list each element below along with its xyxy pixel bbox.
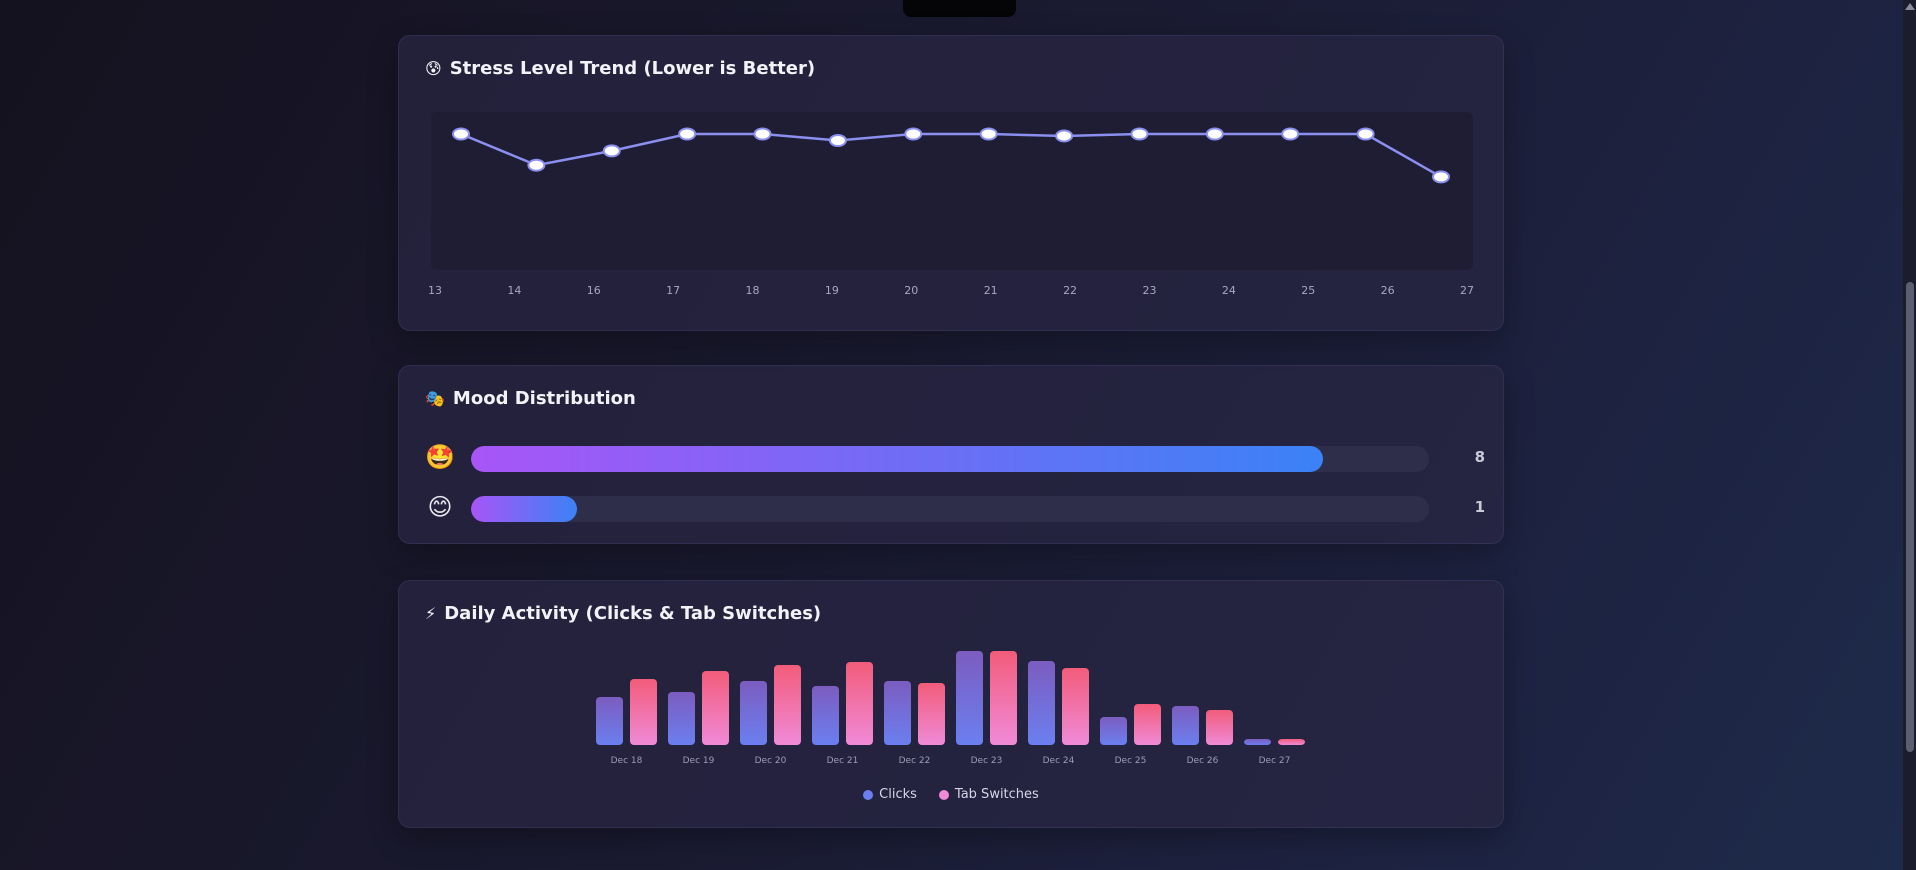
- stress-line-chart: 13 14 16 17 18 19 20 21 22 23 24 25 26 27: [428, 112, 1474, 297]
- stress-point[interactable]: [452, 127, 470, 141]
- stress-x-tick-label: 22: [1063, 284, 1077, 297]
- theater-masks-icon: 🎭: [425, 389, 445, 408]
- activity-bar-clicks[interactable]: [1100, 717, 1127, 745]
- mood-count: 1: [1474, 498, 1485, 516]
- stress-point[interactable]: [678, 127, 697, 141]
- stress-x-tick-label: 18: [746, 284, 760, 297]
- legend-label-tab-switches: Tab Switches: [954, 787, 1039, 802]
- stress-point[interactable]: [1281, 127, 1300, 141]
- stress-x-tick-label: 17: [666, 284, 680, 297]
- stress-point[interactable]: [753, 127, 772, 141]
- activity-bar-clicks[interactable]: [1028, 661, 1055, 745]
- stress-x-tick-label: 23: [1142, 284, 1156, 297]
- activity-bar-tab-switches[interactable]: [1206, 710, 1233, 745]
- mood-bar-track: [471, 496, 1429, 522]
- activity-x-tick-label: Dec 22: [899, 756, 931, 766]
- stress-point[interactable]: [979, 127, 998, 141]
- activity-bar-clicks[interactable]: [596, 697, 623, 745]
- mood-row-star-struck: 🤩 8: [425, 440, 1485, 474]
- stress-card-title: 😰 Stress Level Trend (Lower is Better): [425, 58, 815, 79]
- legend-dot-tab-switches: [938, 789, 949, 800]
- mood-card-title: 🎭 Mood Distribution: [425, 388, 636, 409]
- activity-x-tick-label: Dec 21: [827, 756, 859, 766]
- stress-x-tick-label: 20: [904, 284, 918, 297]
- activity-bar-tab-switches[interactable]: [1278, 739, 1305, 745]
- mood-count: 8: [1474, 448, 1485, 466]
- activity-x-tick-label: Dec 23: [971, 756, 1003, 766]
- activity-bar-clicks[interactable]: [956, 651, 983, 745]
- activity-bar-clicks[interactable]: [740, 681, 767, 745]
- stress-x-tick-label: 26: [1381, 284, 1395, 297]
- activity-bar-clicks[interactable]: [1172, 706, 1199, 745]
- activity-bar-tab-switches[interactable]: [774, 665, 801, 745]
- stress-line: [460, 132, 1442, 178]
- scroll-up-arrow-icon[interactable]: [1905, 3, 1915, 10]
- stress-point[interactable]: [527, 158, 546, 172]
- mood-bar-fill: [471, 446, 1323, 472]
- activity-card-title-text: Daily Activity (Clicks & Tab Switches): [444, 603, 822, 624]
- scrollbar-thumb[interactable]: [1906, 282, 1914, 752]
- activity-x-tick-label: Dec 25: [1115, 756, 1147, 766]
- activity-bar-tab-switches[interactable]: [846, 662, 873, 745]
- stress-x-tick-label: 24: [1222, 284, 1236, 297]
- activity-x-tick-label: Dec 24: [1043, 756, 1075, 766]
- stress-x-tick-label: 14: [507, 284, 521, 297]
- page-scrollbar[interactable]: [1903, 0, 1916, 870]
- legend-item-clicks[interactable]: Clicks: [863, 787, 917, 802]
- stress-point[interactable]: [1432, 170, 1450, 184]
- activity-bar-clicks[interactable]: [1244, 739, 1271, 745]
- activity-bar-tab-switches[interactable]: [918, 683, 945, 745]
- stress-x-tick-label: 27: [1460, 284, 1474, 297]
- activity-x-tick-label: Dec 18: [611, 756, 643, 766]
- stress-point[interactable]: [828, 134, 847, 147]
- star-struck-face-icon: 🤩: [425, 443, 455, 471]
- activity-x-tick-label: Dec 20: [755, 756, 787, 766]
- activity-x-tick-label: Dec 19: [683, 756, 715, 766]
- activity-legend: Clicks Tab Switches: [399, 787, 1503, 802]
- activity-bar-clicks[interactable]: [668, 692, 695, 745]
- mood-distribution-card: 🎭 Mood Distribution 🤩 8 😊 1: [398, 365, 1504, 544]
- activity-bar-chart: Dec 18 Dec 19 Dec 20 Dec 21 Dec 22 Dec 23 Dec …: [596, 651, 1305, 766]
- activity-bar-tab-switches[interactable]: [702, 671, 729, 745]
- legend-dot-clicks: [863, 789, 874, 800]
- activity-card-title: ⚡ Daily Activity (Clicks & Tab Switches): [425, 603, 821, 624]
- daily-activity-card: ⚡ Daily Activity (Clicks & Tab Switches)…: [398, 580, 1504, 828]
- mood-bar-fill: [471, 496, 578, 522]
- legend-item-tab-switches[interactable]: Tab Switches: [938, 787, 1039, 802]
- stress-x-tick-label: 21: [984, 284, 998, 297]
- stress-card-title-text: Stress Level Trend (Lower is Better): [449, 58, 816, 79]
- stress-point[interactable]: [1356, 127, 1375, 141]
- activity-bar-tab-switches[interactable]: [990, 651, 1017, 745]
- stress-x-tick-label: 25: [1301, 284, 1315, 297]
- stress-point[interactable]: [1205, 127, 1224, 141]
- mood-bar-track: [471, 446, 1429, 472]
- stress-point[interactable]: [904, 127, 923, 141]
- activity-bar-tab-switches[interactable]: [630, 679, 657, 745]
- activity-x-tick-label: Dec 27: [1259, 756, 1291, 766]
- activity-bar-tab-switches[interactable]: [1062, 668, 1089, 745]
- stress-x-tick-label: 16: [587, 284, 601, 297]
- lightning-icon: ⚡: [425, 604, 437, 623]
- legend-label-clicks: Clicks: [879, 787, 917, 802]
- stress-x-tick-label: 19: [825, 284, 839, 297]
- activity-x-tick-label: Dec 26: [1187, 756, 1219, 766]
- activity-bar-clicks[interactable]: [812, 686, 839, 745]
- mood-card-title-text: Mood Distribution: [452, 388, 636, 409]
- stress-point[interactable]: [602, 144, 621, 158]
- stress-plot-area: [431, 112, 1473, 270]
- activity-bar-tab-switches[interactable]: [1134, 704, 1161, 745]
- mood-row-smiling: 😊 1: [425, 490, 1485, 524]
- smiling-face-icon: 😊: [427, 493, 453, 521]
- stress-point[interactable]: [1055, 129, 1074, 143]
- activity-bar-clicks[interactable]: [884, 681, 911, 745]
- anxious-face-icon: 😰: [425, 59, 442, 78]
- stress-trend-card: 😰 Stress Level Trend (Lower is Better) 1…: [398, 35, 1504, 331]
- window-notch: [903, 0, 1016, 17]
- stress-x-tick-label: 13: [428, 284, 442, 297]
- stress-point[interactable]: [1130, 127, 1149, 141]
